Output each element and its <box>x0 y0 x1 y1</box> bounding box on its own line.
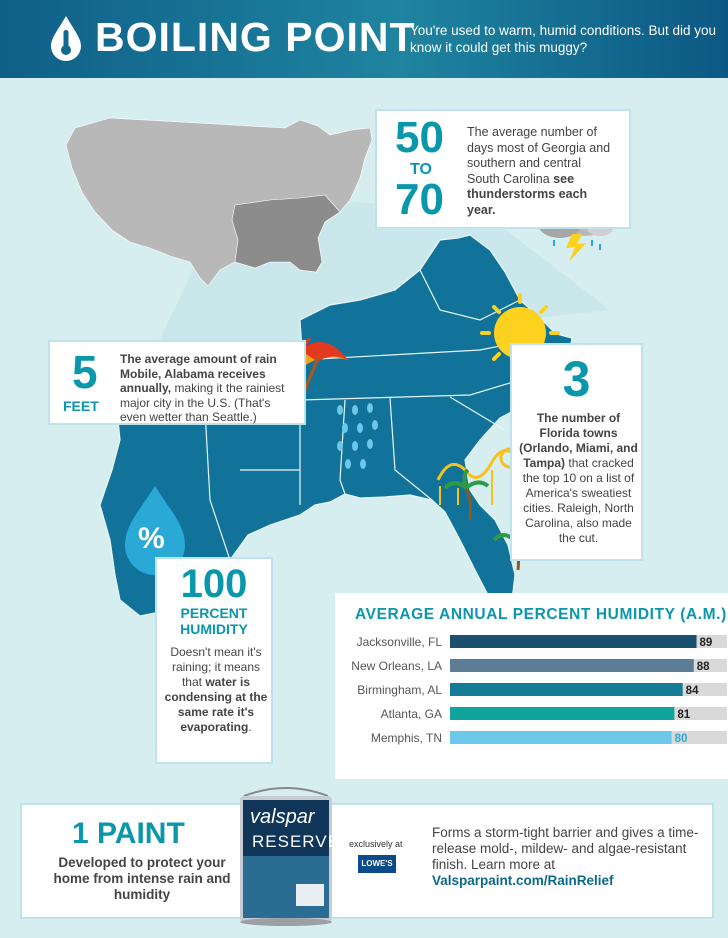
chart-value-label: 89 <box>700 637 713 649</box>
humidity-text-1: Doesn't mean it's raining; it means that <box>170 645 262 689</box>
exclusive-label: exclusively at <box>349 839 403 849</box>
chart-value-label: 80 <box>675 733 688 745</box>
page-title: BOILING POINT <box>95 14 416 60</box>
thunder-description: The average number of days most of Georg… <box>467 125 617 218</box>
rain-description: The average amount of rain Mobile, Alaba… <box>120 352 298 425</box>
thunder-range-from: 50 <box>395 113 444 162</box>
humidity-label-line2: HUMIDITY <box>180 621 248 637</box>
chart-bar <box>450 683 683 696</box>
florida-number: 3 <box>562 351 591 407</box>
chart-category-label: Jacksonville, FL <box>357 635 443 649</box>
humidity-label: PERCENT HUMIDITY <box>157 605 271 637</box>
thunder-range-to: 70 <box>395 175 444 224</box>
raindrops-icon <box>337 403 378 469</box>
humidity-text-2: . <box>248 720 252 734</box>
rain-text-bold: The average amount of rain Mobile, Alaba… <box>120 352 277 395</box>
chart-title: AVERAGE ANNUAL PERCENT HUMIDITY (A.M.) <box>355 606 727 623</box>
can-line: RESERVE <box>252 832 340 851</box>
humidity-text-bold: water is condensing at the same rate it'… <box>164 675 268 734</box>
promo-headline: 1 PAINT <box>72 817 185 850</box>
chart-category-label: Birmingham, AL <box>357 683 442 697</box>
chart-value-label: 81 <box>677 709 690 721</box>
promo-subline: Developed to protect your home from inte… <box>53 855 231 902</box>
florida-text-bold: The number of Florida towns (Orlando, Mi… <box>519 411 638 470</box>
us-map-southeast <box>231 194 341 273</box>
rain-unit: FEET <box>63 398 99 414</box>
lowes-logo[interactable]: LOWE'S <box>358 855 396 873</box>
chart-category-label: Atlanta, GA <box>381 707 442 721</box>
humidity-number: 100 <box>180 562 248 606</box>
humidity-drop-icon <box>125 486 185 575</box>
rain-number: 5 <box>72 346 98 398</box>
thunderstorm-card: 50 TO 70 The average number of days most… <box>375 109 631 229</box>
paint-can-image <box>240 787 332 926</box>
promo-banner: 1 PAINT Developed to protect your home f… <box>20 803 714 919</box>
promo-link[interactable]: Valsparpaint.com/RainRelief <box>432 873 614 888</box>
chart-bar <box>450 707 675 720</box>
chart-category-label: Memphis, TN <box>371 731 442 745</box>
chart-bar <box>450 635 697 648</box>
thunder-text-bold: see thunderstorms each year. <box>467 171 588 217</box>
thunder-text: The average number of days most of Georg… <box>467 125 611 186</box>
florida-card: 3 The number of Florida towns (Orlando, … <box>510 343 643 561</box>
can-brand: valspar <box>250 806 315 828</box>
promo-body-text: Forms a storm-tight barrier and gives a … <box>432 825 699 872</box>
humidity-bar-chart: Jacksonville, FL 89 New Orleans, LA 88 Birmi… <box>351 635 727 745</box>
humidity-label-line1: PERCENT <box>180 605 248 621</box>
chart-value-label: 88 <box>697 661 710 673</box>
page-subtitle: You're used to warm, humid conditions. B… <box>410 23 717 55</box>
rain-card: 5 FEET The average amount of rain Mobile… <box>48 340 306 425</box>
thunder-range-word: TO <box>410 161 432 178</box>
chart-bar <box>450 731 672 744</box>
thermometer-drop-icon <box>51 16 81 61</box>
florida-text: that cracked the top 10 on a list of Ame… <box>522 456 635 545</box>
humidity-description: Doesn't mean it's raining; it means that… <box>163 645 269 735</box>
chart-category-label: New Orleans, LA <box>351 659 442 673</box>
rain-text: making it the rainiest major city in the… <box>120 381 285 424</box>
header-banner: BOILING POINT You're used to warm, humid… <box>0 0 728 78</box>
promo-body: Forms a storm-tight barrier and gives a … <box>432 825 702 889</box>
florida-description: The number of Florida towns (Orlando, Mi… <box>518 411 639 546</box>
humidity-drop-symbol: % <box>138 522 165 555</box>
chart-value-label: 84 <box>686 685 699 697</box>
chart-bar <box>450 659 694 672</box>
humidity-card: 100 PERCENT HUMIDITY Doesn't mean it's r… <box>155 557 273 764</box>
